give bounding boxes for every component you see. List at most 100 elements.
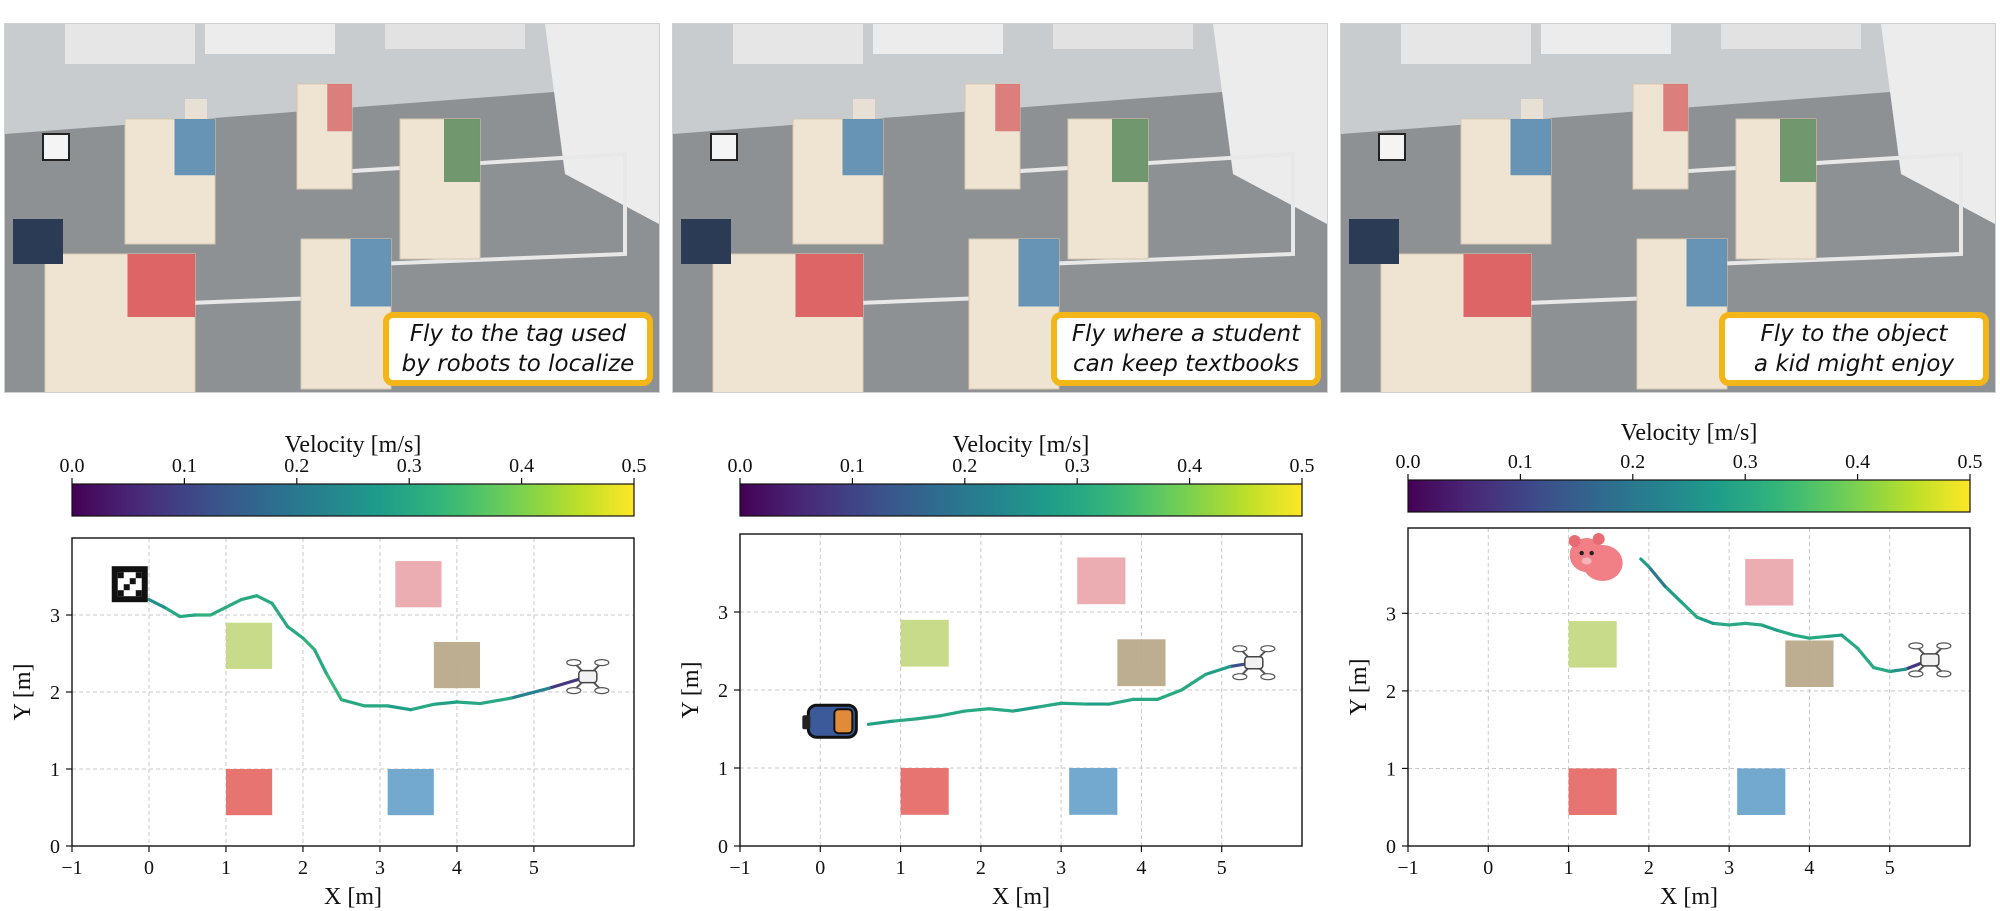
drone-propeller [566,687,582,695]
partition-panel [873,24,1003,54]
colorbar-tick-label: 0.4 [1177,455,1202,477]
x-tick-label: 3 [1724,857,1734,879]
x-tick-label: 4 [452,857,462,879]
colorbar [1407,479,1971,513]
partition-panel [1721,24,1861,49]
obstacle-block [1785,640,1834,687]
trajectory-segment [1035,701,1063,709]
backpack-strap [802,715,811,730]
trajectory-plot-3: Velocity [m/s] 0.0 0.1 0.2 0.3 0.4 0.5 −1 0 1 2 3 4 5… [1336,400,1990,911]
plot-svg: Velocity [m/s]0.0 0.1 0.2 0.3 0.4 0.5−1 0 1 2 3 4 5… [678,432,1315,910]
backpack-chair [681,219,731,264]
trajectory-segment [270,601,290,629]
trajectory-segment [1011,705,1039,713]
trajectory-segment [1679,600,1699,619]
apriltag-cell [117,590,124,597]
colorbar-tick-label: 0.2 [952,455,977,477]
foam-block-face [1018,239,1059,307]
plot-svg: Velocity [m/s]0.0 0.1 0.2 0.3 0.4 0.5−1 0 1 2 3 4 5… [10,432,647,910]
scene-photo-3: Fly to the object a kid might enjoy [1340,23,1996,393]
drone-propeller [1908,670,1924,678]
colorbar-tick-label: 0.5 [1958,451,1983,473]
trajectory-segment [1743,621,1763,627]
obstacle-block [387,769,434,816]
obstacle-block [1568,621,1617,668]
trajectory-segment [1759,623,1779,632]
foam-block-face [795,254,863,317]
obstacle-block [1568,768,1617,815]
y-axis-label: Y [m] [1346,658,1372,715]
y-tick-label: 1 [50,759,60,781]
partition-panel [733,24,863,64]
partition-panel [1053,24,1193,49]
instruction-caption-box: Fly to the tag used by robots to localiz… [383,312,653,386]
partition-panel [205,24,335,54]
x-tick-label: 4 [1136,857,1146,879]
apriltag-cell [135,572,142,579]
scene-photo-1: Fly to the tag used by robots to localiz… [4,23,660,393]
apriltag-board [710,133,738,161]
foam-block-face [350,239,391,307]
shelf-object [185,99,207,119]
instruction-caption: Fly where a student can keep textbooks [1071,321,1301,377]
foam-block-face [1112,119,1148,182]
drone-propeller [1936,670,1952,678]
colorbar-tick-label: 0.4 [509,455,534,477]
colorbar-tick-label: 0.3 [1733,451,1758,473]
trajectory-segment [915,714,943,721]
poster-board [545,24,659,224]
y-axis-label: Y [m] [10,663,36,720]
poster-board [1881,24,1995,224]
colorbar-tick-label: 0.3 [1065,455,1090,477]
trajectory-segment [866,719,895,726]
colorbar-tick-label: 0.1 [172,455,197,477]
apriltag-board [42,133,70,161]
x-tick-label: 4 [1804,857,1814,879]
trajectory-segment [963,707,991,713]
backpack-chair [1349,219,1399,264]
y-tick-label: 0 [1386,836,1396,858]
obstacle-block [900,768,949,815]
trajectory-segment [1663,584,1683,604]
y-tick-label: 3 [718,602,728,624]
drone-propeller [594,687,610,695]
teddy-eye [1589,550,1594,556]
backpack-icon [802,703,858,739]
x-tick-label: 1 [896,857,906,879]
x-tick-label: 0 [815,857,825,879]
foam-block-face [174,119,215,176]
foam-block-face [842,119,883,176]
x-tick-label: 5 [1217,857,1227,879]
obstacle-block [900,619,949,667]
drone-icon [1908,642,1952,678]
x-tick-label: −1 [1397,857,1418,879]
trajectory-segment [239,594,259,602]
trajectory-segment [432,700,459,706]
trajectory-segment [1639,557,1651,569]
trajectory-segment [1155,688,1184,701]
y-tick-label: 1 [1386,758,1396,780]
trajectory-segment [339,698,367,708]
x-tick-label: 3 [375,857,385,879]
scene-illustration [673,24,1327,392]
foam-block-face [327,84,352,132]
trajectory-segment [301,636,317,652]
colorbar-tick-label: 0.1 [1508,451,1533,473]
trajectory-segment [1204,665,1232,676]
trajectory-segment [255,594,274,606]
shelf-object [853,99,875,119]
drone-icon [566,659,610,695]
trajectory-segment [1059,701,1087,706]
trajectory-segment [1855,646,1876,670]
instruction-caption: Fly to the tag used by robots to localiz… [401,321,635,377]
y-tick-label: 3 [50,605,60,627]
obstacle-block [1737,768,1786,815]
foam-block-face [127,254,195,317]
drone-propeller [594,659,610,667]
foam-block-face [444,119,480,182]
trajectory-segment [1791,633,1812,640]
foam-block-face [995,84,1020,132]
teddy-head [1569,538,1604,573]
scene-illustration [1341,24,1995,392]
apriltag-cell [129,578,136,585]
